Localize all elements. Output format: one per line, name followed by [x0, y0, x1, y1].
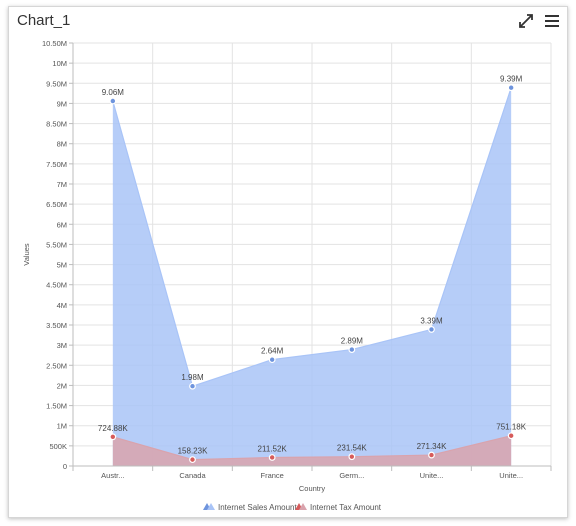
y-tick-label: 6M: [57, 220, 67, 229]
x-tick-label: Unite...: [499, 471, 523, 480]
expand-icon[interactable]: [517, 12, 535, 30]
series-area-1: [112, 435, 512, 466]
data-point[interactable]: [507, 432, 515, 440]
data-label: 3.39M: [420, 316, 443, 325]
x-axis-title: Country: [299, 484, 326, 493]
data-label: 231.54K: [337, 444, 367, 453]
series-area-0: [112, 87, 512, 467]
series-line-0: [112, 87, 512, 388]
data-point[interactable]: [268, 454, 276, 461]
data-label: 751.18K: [496, 423, 526, 432]
y-tick-label: 1.50M: [46, 402, 67, 411]
y-tick-label: 5M: [57, 261, 67, 270]
x-tick-label: France: [260, 471, 283, 480]
x-tick-label: Germ...: [339, 471, 364, 480]
data-point[interactable]: [189, 456, 196, 464]
legend-item[interactable]: Internet Sales Amount: [203, 503, 297, 512]
y-axis-title: Values: [22, 243, 31, 266]
data-point[interactable]: [109, 433, 117, 441]
series-line-1: [112, 435, 512, 461]
data-label: 9.39M: [500, 75, 523, 84]
data-label: 724.88K: [98, 424, 128, 433]
data-label: 271.34K: [417, 442, 447, 451]
legend-item[interactable]: Internet Tax Amount: [295, 503, 382, 512]
y-tick-label: 500K: [49, 442, 67, 451]
y-tick-label: 2.50M: [46, 361, 67, 370]
data-point[interactable]: [428, 326, 435, 333]
y-tick-label: 3M: [57, 341, 67, 350]
x-tick-label: Austr...: [101, 471, 124, 480]
y-tick-label: 4M: [57, 301, 67, 310]
x-tick-label: Unite...: [420, 471, 444, 480]
data-point[interactable]: [507, 84, 515, 92]
data-point[interactable]: [109, 97, 117, 105]
legend-marker: [299, 503, 307, 510]
y-tick-label: 8.50M: [46, 120, 67, 129]
y-tick-label: 7.50M: [46, 160, 67, 169]
chart-title: Chart_1: [17, 12, 71, 29]
data-label: 211.52K: [258, 444, 288, 453]
y-tick-label: 4.50M: [46, 281, 67, 290]
data-point[interactable]: [268, 356, 276, 364]
y-tick-label: 6.50M: [46, 200, 67, 209]
y-tick-label: 0: [63, 462, 67, 471]
data-point[interactable]: [348, 453, 356, 461]
y-tick-label: 10M: [52, 59, 67, 68]
data-label: 2.89M: [341, 337, 364, 346]
legend-label: Internet Tax Amount: [310, 503, 382, 512]
data-point[interactable]: [189, 382, 196, 390]
legend-marker: [207, 503, 215, 510]
y-tick-label: 9M: [57, 99, 67, 108]
y-tick-label: 10.50M: [42, 39, 67, 48]
legend-label: Internet Sales Amount: [218, 503, 297, 512]
data-point[interactable]: [348, 346, 356, 353]
y-tick-label: 1M: [57, 422, 67, 431]
data-label: 9.06M: [102, 88, 125, 97]
data-point[interactable]: [428, 451, 435, 459]
y-tick-label: 7M: [57, 180, 67, 189]
y-tick-label: 3.50M: [46, 321, 67, 330]
hamburger-menu-icon[interactable]: [543, 12, 561, 30]
data-label: 158.23K: [178, 447, 208, 456]
data-label: 1.98M: [181, 373, 204, 382]
data-label: 2.64M: [261, 347, 284, 356]
chart-toolbar: [517, 11, 561, 31]
x-tick-label: Canada: [179, 471, 206, 480]
y-tick-label: 5.50M: [46, 240, 67, 249]
y-tick-label: 8M: [57, 140, 67, 149]
y-tick-label: 2M: [57, 381, 67, 390]
y-tick-label: 9.50M: [46, 79, 67, 88]
